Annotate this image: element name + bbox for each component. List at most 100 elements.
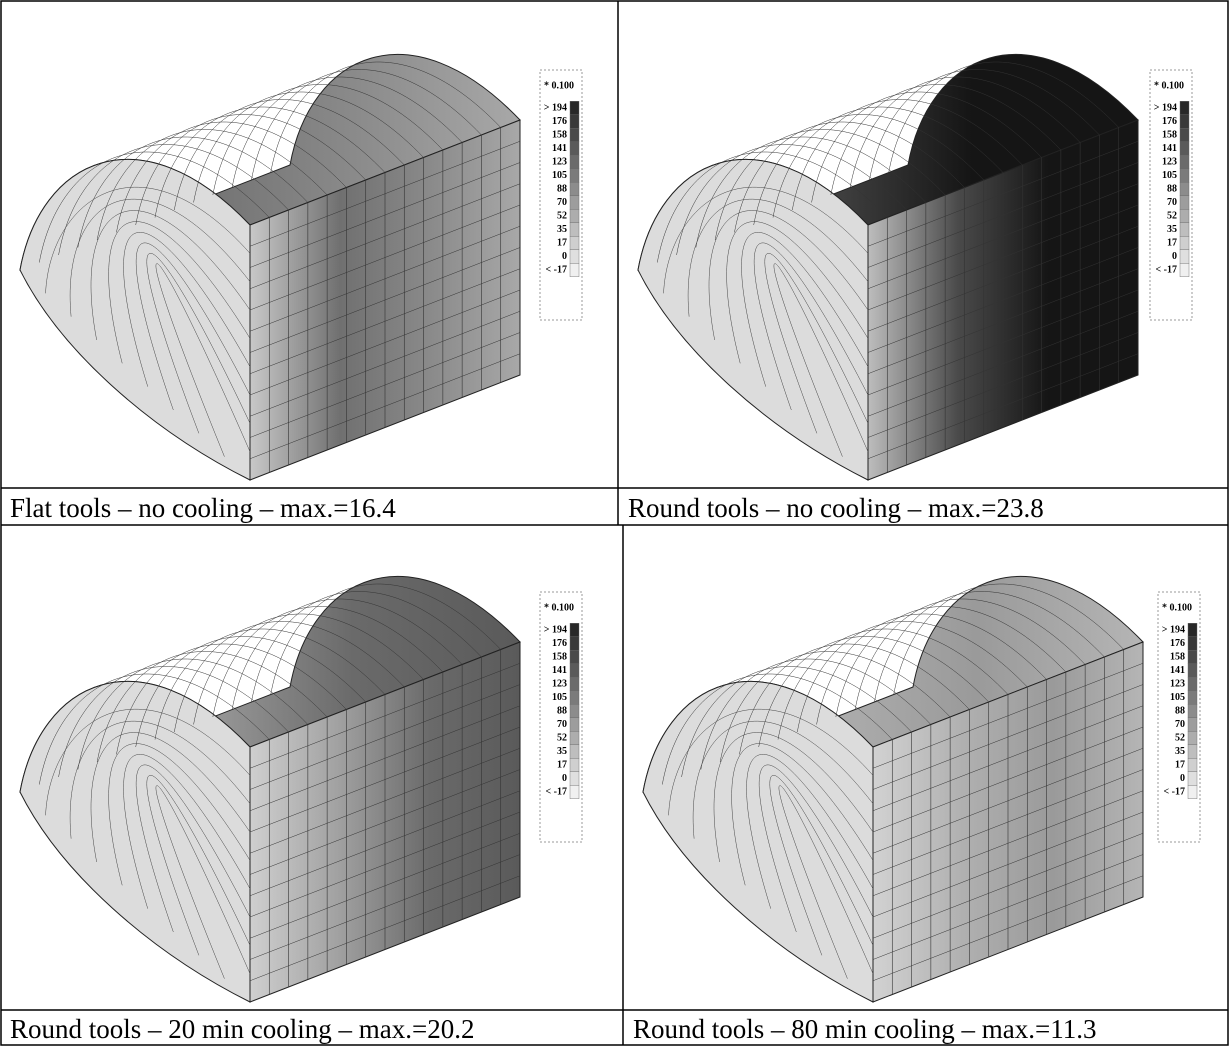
legend-swatch xyxy=(570,731,579,745)
legend-label: 0 xyxy=(562,251,567,262)
legend-label: < -17 xyxy=(545,786,567,797)
front-face xyxy=(643,681,873,1002)
legend-swatch xyxy=(1188,664,1197,678)
legend-label: 141 xyxy=(1162,143,1177,154)
legend-swatch xyxy=(1180,101,1189,115)
legend-swatch xyxy=(570,128,579,142)
legend-label: 158 xyxy=(552,129,567,140)
legend-label: 141 xyxy=(552,143,567,154)
caption: Round tools – 80 min cooling – max.=11.3 xyxy=(625,1011,1096,1046)
front-face xyxy=(20,159,250,480)
legend-swatch xyxy=(1188,758,1197,772)
legend-label: 141 xyxy=(1170,665,1185,676)
legend-label: 0 xyxy=(1180,773,1185,784)
legend-swatch xyxy=(570,209,579,223)
legend: * 0.100> 19417615814112310588705235170< … xyxy=(540,70,582,320)
legend-label: 88 xyxy=(557,705,567,716)
legend-label: 176 xyxy=(1170,638,1185,649)
legend-swatch xyxy=(1180,209,1189,223)
legend-label: < -17 xyxy=(1163,786,1185,797)
legend-swatch xyxy=(570,196,579,210)
legend-swatch xyxy=(1180,182,1189,196)
legend-swatch xyxy=(1180,155,1189,169)
legend-swatch xyxy=(570,691,579,705)
legend-swatch xyxy=(1188,731,1197,745)
legend-swatch xyxy=(1188,718,1197,732)
legend-swatch xyxy=(1180,128,1189,142)
legend-label: 105 xyxy=(1162,170,1177,181)
legend-label: 88 xyxy=(1167,183,1177,194)
legend-swatch xyxy=(570,623,579,637)
caption: Flat tools – no cooling – max.=16.4 xyxy=(2,490,396,526)
legend-label: 35 xyxy=(557,746,567,757)
legend-label: 17 xyxy=(1167,237,1177,248)
figure: * 0.100 > 194 176 158 141 123 105 88 70 52 35 17 0 < … xyxy=(0,0,1229,1046)
legend-label: 70 xyxy=(1175,719,1185,730)
legend-label: < -17 xyxy=(545,264,567,275)
legend-label: 123 xyxy=(1162,156,1177,167)
legend-label: 17 xyxy=(557,759,567,770)
legend-label: > 194 xyxy=(1154,102,1177,113)
legend-label: 70 xyxy=(1167,197,1177,208)
legend-label: 123 xyxy=(552,156,567,167)
legend-swatch xyxy=(570,772,579,786)
legend-swatch xyxy=(570,758,579,772)
legend-label: 70 xyxy=(557,197,567,208)
legend-swatch xyxy=(1188,745,1197,759)
legend-label: 176 xyxy=(552,638,567,649)
legend-label: 105 xyxy=(1170,692,1185,703)
legend-label: 35 xyxy=(1167,224,1177,235)
legend-swatch xyxy=(1188,650,1197,664)
legend-label: 88 xyxy=(1175,705,1185,716)
legend: * 0.100> 19417615814112310588705235170< … xyxy=(540,592,582,842)
legend-swatch xyxy=(570,650,579,664)
legend-label: 158 xyxy=(552,651,567,662)
legend-swatch xyxy=(570,155,579,169)
legend-label: < -17 xyxy=(1155,264,1177,275)
caption: Round tools – 20 min cooling – max.=20.2 xyxy=(2,1011,474,1046)
legend-swatch xyxy=(1188,785,1197,799)
legend-label: 158 xyxy=(1162,129,1177,140)
panel: * 0.100> 19417615814112310588705235170< … xyxy=(20,54,582,480)
legend-label: 0 xyxy=(562,773,567,784)
legend-label: 17 xyxy=(557,237,567,248)
legend-label: > 194 xyxy=(544,624,567,635)
legend-label: 70 xyxy=(557,719,567,730)
legend: * 0.100> 19417615814112310588705235170< … xyxy=(1158,592,1200,842)
legend-label: 35 xyxy=(557,224,567,235)
legend-swatch xyxy=(570,704,579,718)
legend-label: 35 xyxy=(1175,746,1185,757)
legend-swatch xyxy=(570,677,579,691)
legend-swatch xyxy=(570,169,579,183)
legend-label: 176 xyxy=(1162,116,1177,127)
legend-swatch xyxy=(570,236,579,250)
legend-swatch xyxy=(570,785,579,799)
legend-swatch xyxy=(570,637,579,651)
legend-label: 141 xyxy=(552,665,567,676)
legend-label: 105 xyxy=(552,692,567,703)
legend-label: 123 xyxy=(552,678,567,689)
legend-label: 0 xyxy=(1172,251,1177,262)
legend-swatch xyxy=(570,142,579,156)
front-face xyxy=(638,159,868,480)
legend: * 0.100> 19417615814112310588705235170< … xyxy=(1150,70,1192,320)
legend-swatch xyxy=(1180,169,1189,183)
panel: * 0.100> 19417615814112310588705235170< … xyxy=(643,576,1200,1002)
legend-swatch xyxy=(570,223,579,237)
legend-swatch xyxy=(570,250,579,264)
legend-label: 158 xyxy=(1170,651,1185,662)
legend-scale: * 0.100 xyxy=(1162,602,1192,613)
legend-swatch xyxy=(1188,637,1197,651)
legend-scale: * 0.100 xyxy=(544,602,574,613)
legend-label: 52 xyxy=(1175,732,1185,743)
legend-swatch xyxy=(570,115,579,129)
legend-swatch xyxy=(1188,691,1197,705)
caption: Round tools – no cooling – max.=23.8 xyxy=(620,490,1044,526)
legend-label: 17 xyxy=(1175,759,1185,770)
legend-scale: * 0.100 xyxy=(544,80,574,91)
legend-label: 88 xyxy=(557,183,567,194)
legend-swatch xyxy=(1188,704,1197,718)
legend-swatch xyxy=(1180,223,1189,237)
legend-swatch xyxy=(1180,142,1189,156)
legend-swatch xyxy=(1180,115,1189,129)
